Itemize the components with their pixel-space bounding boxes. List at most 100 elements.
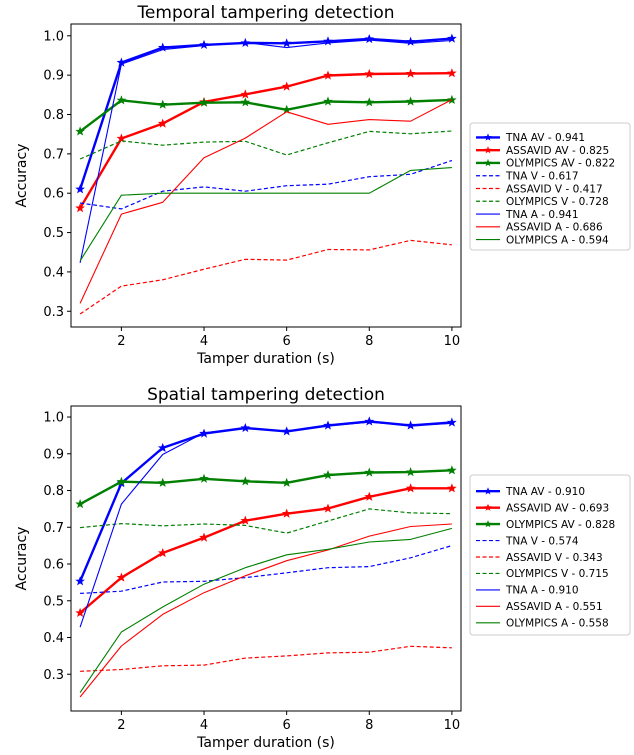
series-line [80, 131, 452, 159]
y-tick-label: 0.8 [43, 484, 64, 499]
series-marker [407, 69, 415, 77]
series-marker [324, 71, 332, 79]
series-line [80, 646, 452, 671]
series-marker [407, 97, 415, 105]
legend-label: TNA A - 0.910 [505, 585, 579, 597]
y-tick-label: 0.5 [43, 226, 64, 241]
series-marker [76, 185, 84, 193]
legend-label: TNA V - 0.617 [505, 171, 579, 183]
y-tick-label: 0.9 [43, 447, 64, 462]
series-marker [365, 417, 373, 425]
y-tick-label: 1.0 [43, 411, 64, 426]
series-marker [448, 69, 456, 77]
legend-label: OLYMPICS AV - 0.822 [506, 158, 615, 170]
y-tick-label: 0.4 [43, 631, 64, 646]
series-line [80, 422, 452, 627]
series-marker [448, 466, 456, 474]
series-marker [200, 99, 208, 107]
chart-title: Spatial tampering detection [147, 385, 385, 405]
series-marker [159, 101, 167, 109]
y-tick-label: 1.0 [43, 29, 64, 44]
series-marker [448, 484, 456, 492]
plot-area [76, 34, 456, 314]
spatial-chart: Spatial tampering detection 2 4 6 8 10 0.3 0.4 0… [14, 385, 630, 751]
legend: TNA AV - 0.910 ASSAVID AV - 0.693 OLYMPICS… [470, 475, 630, 635]
series-marker [283, 479, 291, 487]
series-marker [365, 35, 373, 43]
series-line [80, 100, 452, 304]
series-marker [76, 577, 84, 585]
series-marker [200, 41, 208, 49]
axes-frame [71, 406, 461, 711]
series-marker [241, 98, 249, 106]
y-tick-label: 0.7 [43, 521, 64, 536]
x-tick-label: 4 [200, 334, 208, 349]
y-axis-label: Accuracy [14, 527, 30, 591]
legend-label: OLYMPICS A - 0.594 [506, 234, 609, 246]
legend-label: ASSAVID AV - 0.825 [506, 145, 609, 157]
x-tick-label: 10 [444, 334, 461, 349]
series-line [80, 524, 452, 697]
y-axis-label: Accuracy [14, 144, 30, 208]
series-marker [448, 96, 456, 104]
x-tick-label: 8 [365, 718, 373, 733]
legend-label: TNA V - 0.574 [505, 535, 579, 547]
y-tick-label: 0.3 [43, 305, 64, 320]
legend-label: OLYMPICS A - 0.558 [506, 618, 609, 630]
series-marker [200, 475, 208, 483]
x-tick-label: 10 [444, 718, 461, 733]
series-line [80, 488, 452, 613]
x-tick-label: 6 [283, 718, 291, 733]
legend-label: ASSAVID V - 0.417 [506, 183, 603, 195]
series-marker [407, 38, 415, 46]
axes-frame [71, 24, 461, 327]
legend-label: ASSAVID A - 0.551 [506, 601, 603, 613]
y-tick-label: 0.7 [43, 147, 64, 162]
series-marker [365, 468, 373, 476]
x-tick-label: 2 [117, 718, 125, 733]
temporal-chart: Temporal tampering detection2 4 6 8 100.30.4… [14, 3, 630, 367]
y-tick-label: 0.5 [43, 594, 64, 609]
series-marker [407, 468, 415, 476]
series-line [80, 168, 452, 261]
x-axis-label: Tamper duration (s) [196, 735, 335, 751]
legend-label: ASSAVID AV - 0.693 [506, 502, 609, 514]
series-marker [448, 418, 456, 426]
x-tick-label: 4 [200, 718, 208, 733]
series-marker [365, 493, 373, 501]
chart-title: Temporal tampering detection [136, 3, 394, 23]
x-tick-label: 2 [117, 334, 125, 349]
series-marker [283, 39, 291, 47]
legend-label: OLYMPICS V - 0.728 [506, 196, 609, 208]
series-marker [283, 510, 291, 518]
x-tick-label: 8 [365, 334, 373, 349]
y-tick-label: 0.8 [43, 108, 64, 123]
series-line [80, 39, 452, 190]
series-marker [324, 97, 332, 105]
series-marker [241, 477, 249, 485]
series-line [80, 161, 452, 209]
series-marker [283, 82, 291, 90]
legend-label: OLYMPICS V - 0.715 [506, 568, 609, 580]
legend-label: TNA AV - 0.910 [505, 486, 585, 498]
legend-label: ASSAVID V - 0.343 [506, 552, 603, 564]
series-marker [407, 484, 415, 492]
legend-label: TNA A - 0.941 [505, 209, 579, 221]
y-tick-label: 0.6 [43, 558, 64, 573]
y-tick-label: 0.9 [43, 69, 64, 84]
series-marker [365, 70, 373, 78]
y-tick-label: 0.6 [43, 187, 64, 202]
series-marker [241, 90, 249, 98]
plot-area [76, 417, 456, 697]
legend-label: TNA AV - 0.941 [505, 132, 585, 144]
legend-label: ASSAVID A - 0.686 [506, 222, 603, 234]
series-line [80, 240, 452, 314]
series-marker [324, 471, 332, 479]
series-marker [76, 500, 84, 508]
y-tick-label: 0.3 [43, 668, 64, 683]
series-marker [324, 504, 332, 512]
x-tick-label: 6 [283, 334, 291, 349]
legend-label: OLYMPICS AV - 0.828 [506, 519, 615, 531]
